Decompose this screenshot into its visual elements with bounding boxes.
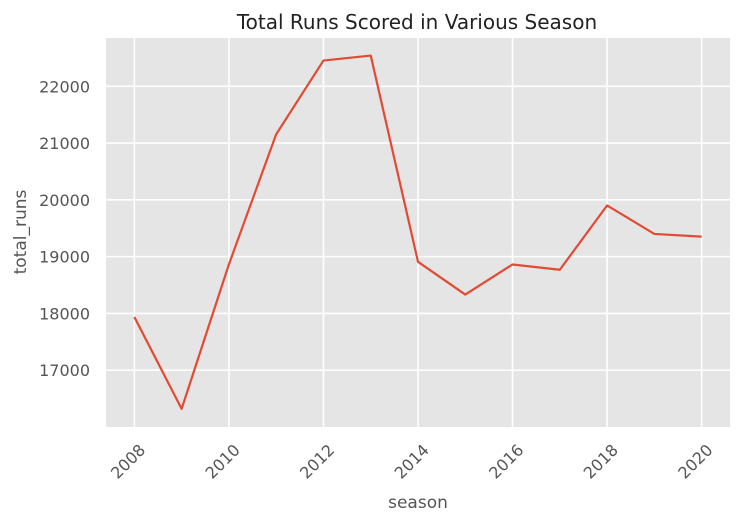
x-tick-labels: 2008 2010 2012 2014 2016 2018 2020 xyxy=(107,440,717,482)
grid-lines xyxy=(106,38,730,427)
y-tick-labels: 17000 18000 19000 20000 21000 22000 xyxy=(39,77,90,380)
y-tick-label: 22000 xyxy=(39,77,90,96)
chart-title: Total Runs Scored in Various Season xyxy=(236,10,597,34)
y-axis-label: total_runs xyxy=(11,189,31,274)
x-tick-label: 2008 xyxy=(107,440,149,482)
series-layer xyxy=(133,54,702,410)
x-tick-label: 2014 xyxy=(391,440,433,482)
x-tick-label: 2020 xyxy=(674,440,716,482)
y-tick-label: 18000 xyxy=(39,304,90,323)
x-tick-label: 2018 xyxy=(580,440,622,482)
x-axis-label: season xyxy=(388,493,448,513)
x-tick-label: 2016 xyxy=(485,440,527,482)
y-tick-label: 17000 xyxy=(39,361,90,380)
y-tick-label: 20000 xyxy=(39,191,90,210)
x-tick-label: 2012 xyxy=(296,440,338,482)
y-tick-label: 21000 xyxy=(39,134,90,153)
x-tick-label: 2010 xyxy=(202,440,244,482)
y-tick-label: 19000 xyxy=(39,248,90,267)
